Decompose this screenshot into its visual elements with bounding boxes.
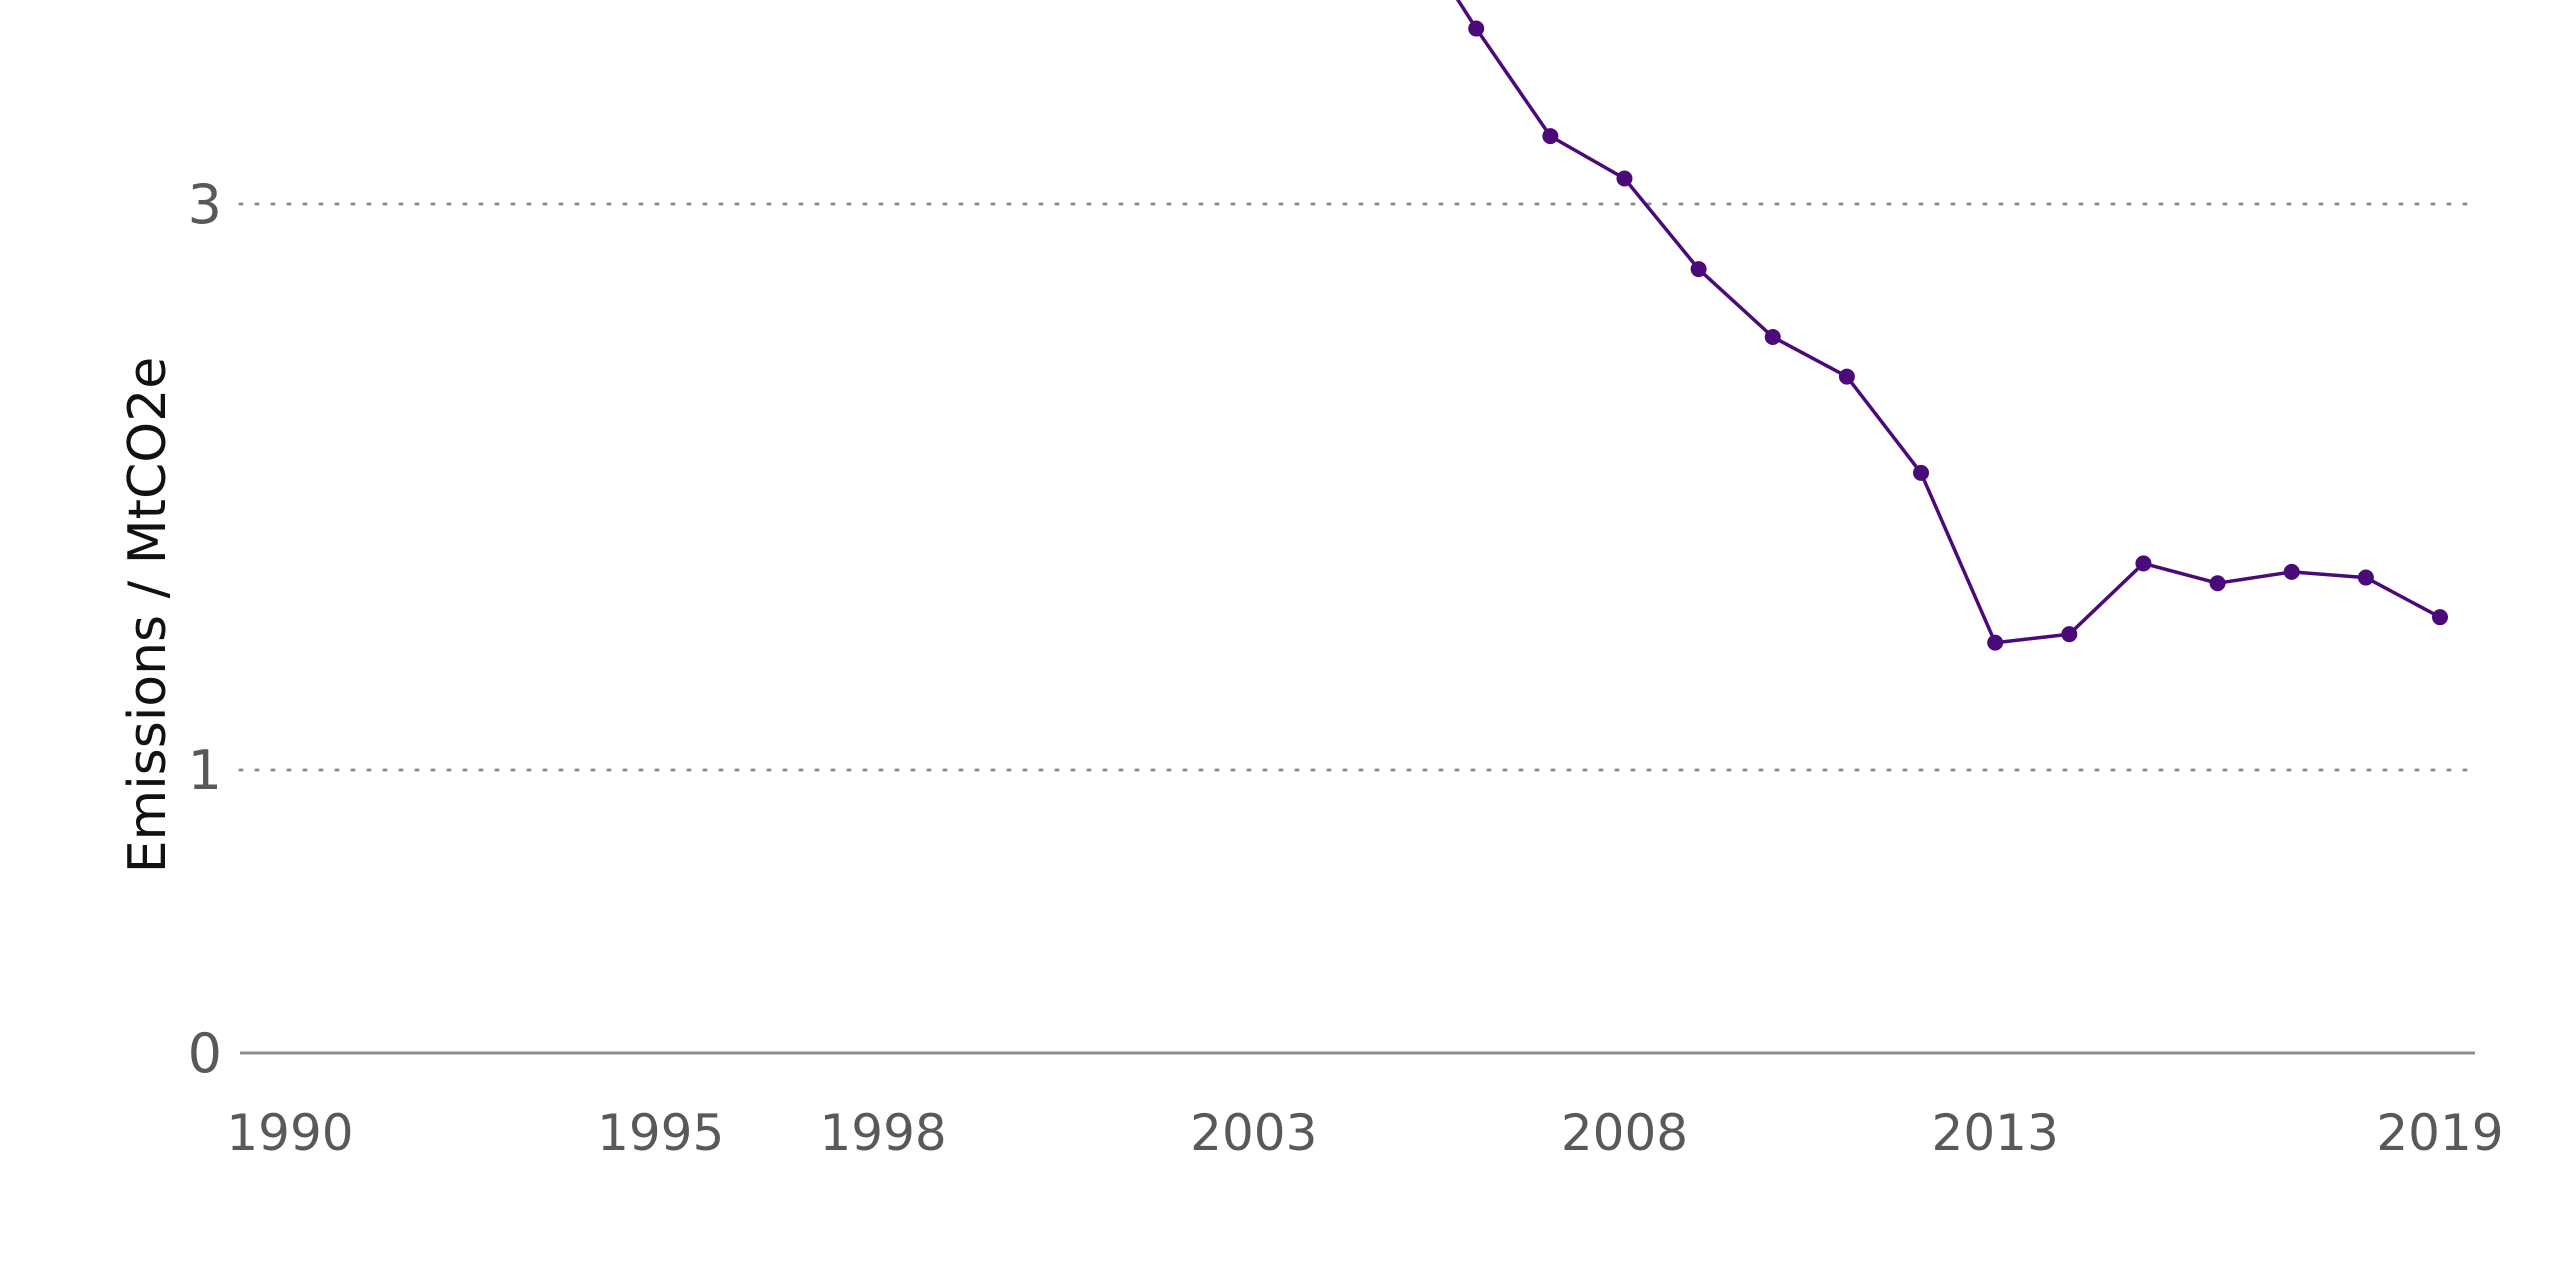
x-tick-label: 1990	[226, 1104, 353, 1162]
data-point	[2432, 609, 2448, 626]
x-tick-label: 2019	[2376, 1104, 2503, 1162]
y-tick-labels: 0135	[188, 173, 222, 1085]
data-point	[2283, 563, 2300, 580]
data-point	[1468, 20, 1485, 37]
y-tick-label: 0	[188, 1022, 222, 1085]
data-point	[2135, 555, 2152, 572]
data-point	[1616, 170, 1633, 187]
y-axis-title: Emissions / MtCO2e	[118, 357, 178, 874]
series-line-solid	[1455, 0, 2442, 645]
data-point	[1838, 368, 1855, 385]
data-point	[1913, 464, 1930, 481]
data-point	[2209, 575, 2226, 592]
data-point	[2357, 569, 2374, 586]
y-tick-label: 3	[188, 173, 222, 236]
x-tick-label: 2013	[1932, 1104, 2059, 1162]
data-point	[1764, 329, 1781, 346]
data-point	[1542, 128, 1559, 145]
data-point	[2061, 626, 2078, 643]
y-tick-label: 1	[188, 739, 222, 802]
x-tick-label: 1998	[819, 1104, 946, 1162]
x-tick-label: 2008	[1561, 1104, 1688, 1162]
data-point	[1690, 261, 1707, 278]
x-tick-label: 2003	[1190, 1104, 1317, 1162]
data-points	[1468, 20, 2448, 651]
data-point	[1987, 634, 2004, 651]
x-tick-label: 1995	[597, 1104, 724, 1162]
grid-lines	[238, 202, 2477, 772]
series-lines	[1455, 0, 2442, 645]
x-tick-labels: 1990 1995 1998 2003 2008 2013 2019	[226, 1104, 2503, 1162]
